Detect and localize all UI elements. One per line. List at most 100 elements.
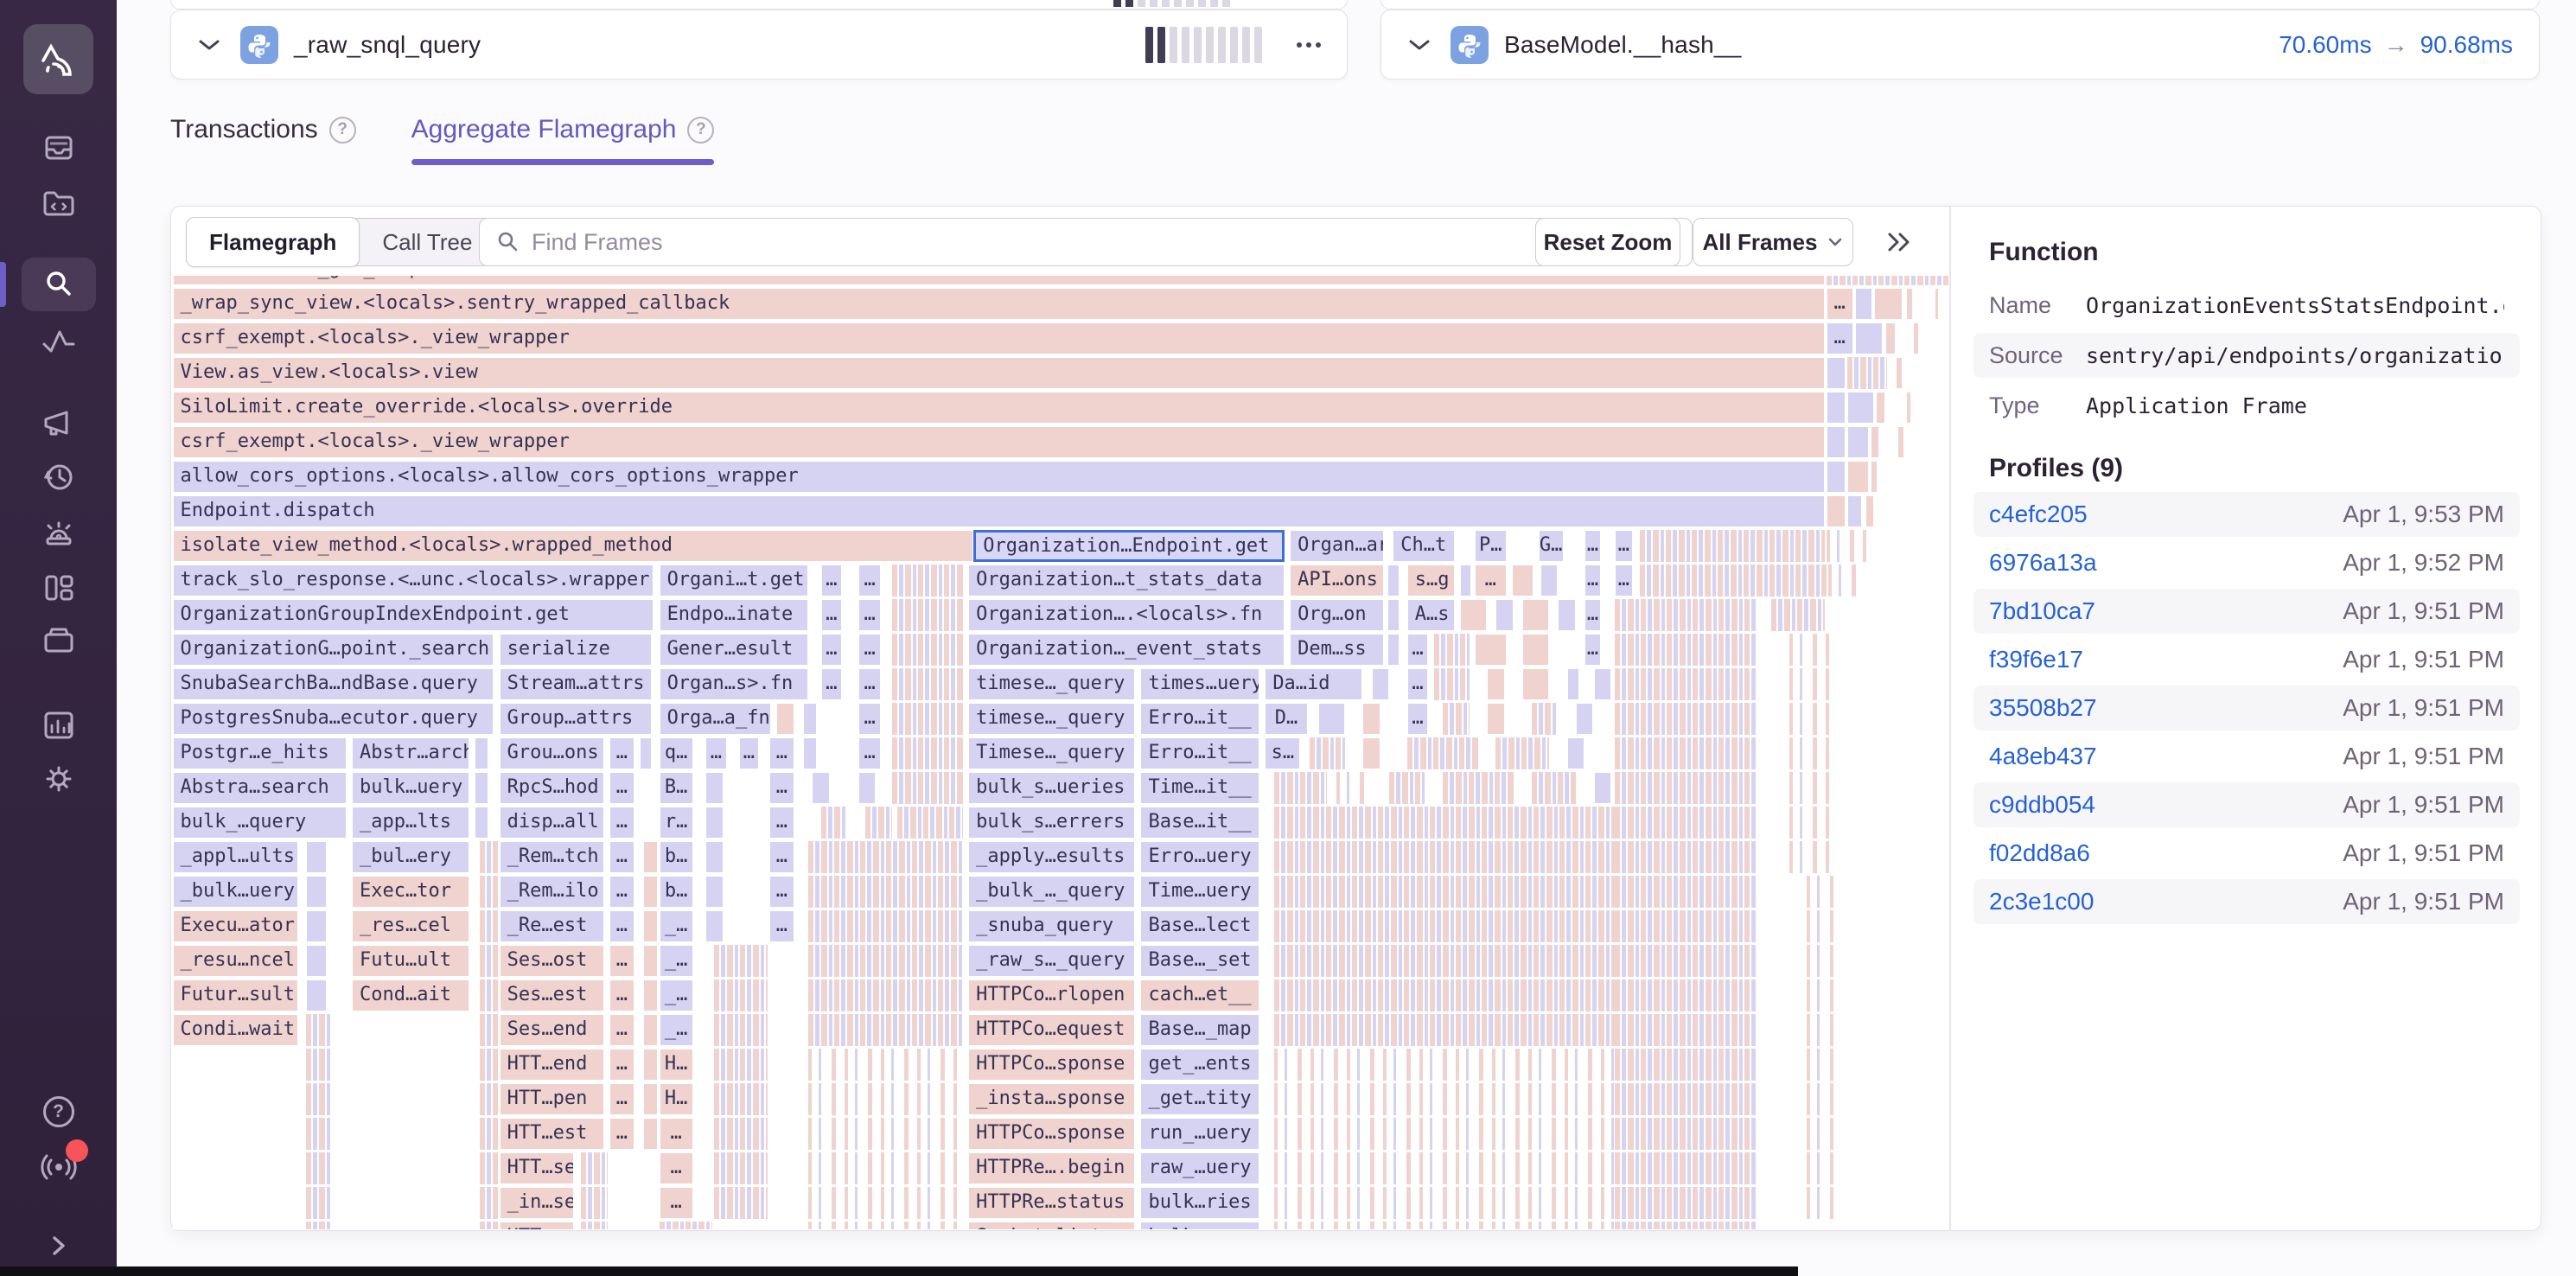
- flamegraph-frame[interactable]: r…: [659, 807, 693, 839]
- flamegraph-sliver[interactable]: [1871, 426, 1880, 458]
- flamegraph-frame[interactable]: _apply…esults: [968, 841, 1136, 873]
- flamegraph-frame[interactable]: s…: [1265, 737, 1301, 769]
- flamegraph-sliver[interactable]: [480, 910, 498, 942]
- flamegraph-sliver[interactable]: [864, 807, 892, 839]
- flamegraph-sliver[interactable]: [1522, 668, 1550, 700]
- flamegraph-frame[interactable]: bulk_s…errers: [968, 807, 1136, 839]
- flamegraph-frame[interactable]: …: [820, 668, 843, 700]
- help-question-icon[interactable]: ?: [328, 116, 356, 144]
- flamegraph-sliver[interactable]: [808, 945, 963, 977]
- flamegraph-sliver[interactable]: [1615, 703, 1757, 735]
- flamegraph-sliver[interactable]: [1789, 737, 1833, 769]
- flamegraph-sliver[interactable]: [1827, 565, 1864, 597]
- flamegraph-frame[interactable]: B…: [659, 772, 693, 804]
- flamegraph-frame[interactable]: Dem…ss: [1290, 634, 1384, 666]
- flamegraph-frame[interactable]: …: [609, 1118, 634, 1150]
- sidebar-item-projects[interactable]: [0, 185, 117, 221]
- profile-id-link[interactable]: f02dd8a6: [1989, 839, 2090, 866]
- duration-after-link[interactable]: 90.68ms: [2420, 30, 2513, 58]
- flamegraph-sliver[interactable]: [1615, 634, 1757, 666]
- flamegraph-sliver[interactable]: [1522, 634, 1550, 666]
- flamegraph-sliver[interactable]: [1807, 1014, 1833, 1046]
- flamegraph-sliver[interactable]: [714, 1049, 768, 1081]
- flamegraph-sliver[interactable]: [643, 979, 658, 1011]
- flamegraph-sliver[interactable]: [474, 807, 489, 839]
- flamegraph-sliver[interactable]: [474, 737, 489, 769]
- flamegraph-frame[interactable]: raw_…uery: [1140, 1152, 1260, 1184]
- flamegraph-sliver[interactable]: [1807, 945, 1833, 977]
- flamegraph-sliver[interactable]: [1884, 322, 1896, 354]
- flamegraph-sliver[interactable]: [1566, 668, 1580, 700]
- flamegraph-sliver[interactable]: [643, 945, 658, 977]
- flamegraph-sliver[interactable]: [808, 1152, 963, 1184]
- flamegraph-sliver[interactable]: [1575, 703, 1594, 735]
- flamegraph-sliver[interactable]: [1913, 322, 1919, 354]
- flamegraph-frame[interactable]: cach…et__: [1140, 979, 1260, 1011]
- flamegraph-sliver[interactable]: [808, 1083, 963, 1115]
- profile-id-link[interactable]: 35508b27: [1989, 694, 2097, 721]
- flamegraph-frame[interactable]: run_…uery: [1140, 1118, 1260, 1150]
- flamegraph-frame[interactable]: disp…all: [499, 807, 604, 839]
- flamegraph-sliver[interactable]: [305, 1118, 333, 1150]
- flamegraph-sliver[interactable]: [1847, 495, 1862, 527]
- flamegraph-frame[interactable]: HTTPCo…rlopen: [968, 979, 1136, 1011]
- flamegraph-frame[interactable]: …: [858, 599, 882, 631]
- flamegraph-sliver[interactable]: [643, 841, 658, 873]
- profile-id-link[interactable]: 4a8eb437: [1989, 743, 2097, 769]
- flamegraph-sliver[interactable]: [1273, 979, 1616, 1011]
- flamegraph-sliver[interactable]: [808, 1187, 963, 1219]
- flamegraph-sliver[interactable]: [480, 1014, 498, 1046]
- flamegraph-sliver[interactable]: [1273, 876, 1616, 908]
- flamegraph-frame[interactable]: Time…uery: [1140, 876, 1260, 908]
- flamegraph-frame[interactable]: HTTPCo…equest: [968, 1014, 1136, 1046]
- flamegraph-sliver[interactable]: [1906, 288, 1914, 320]
- flamegraph-frame[interactable]: _…: [659, 945, 693, 977]
- flamegraph-frame[interactable]: …: [609, 910, 634, 942]
- flamegraph-frame[interactable]: …: [659, 1152, 693, 1184]
- flamegraph-frame[interactable]: …: [609, 979, 634, 1011]
- flamegraph-frame[interactable]: _app…lts: [352, 807, 469, 839]
- flamegraph-sliver[interactable]: [1615, 1222, 1757, 1229]
- flamegraph-frame[interactable]: …: [820, 634, 843, 666]
- flamegraph-frame[interactable]: G…: [1538, 530, 1564, 562]
- flamegraph-sliver[interactable]: [1789, 841, 1833, 873]
- flamegraph-sliver[interactable]: [1273, 910, 1616, 942]
- flamegraph-frame[interactable]: RpcS…hod: [499, 772, 604, 804]
- flamegraph-sliver[interactable]: [891, 634, 963, 666]
- flamegraph-sliver[interactable]: [643, 1118, 658, 1150]
- flamegraph-frame[interactable]: …: [1406, 668, 1429, 700]
- flamegraph-sliver[interactable]: [305, 1083, 333, 1115]
- flamegraph-sliver[interactable]: [1371, 668, 1390, 700]
- flamegraph-sliver[interactable]: [1789, 807, 1833, 839]
- flamegraph-frame[interactable]: …: [1474, 565, 1507, 597]
- flamegraph-frame[interactable]: s…g: [1406, 565, 1456, 597]
- flamegraph-frame[interactable]: bulk_s…ueries: [968, 772, 1136, 804]
- flamegraph-frame[interactable]: _…: [659, 979, 693, 1011]
- flamegraph-sliver[interactable]: [1495, 737, 1550, 769]
- sidebar-item-traces[interactable]: [0, 322, 117, 359]
- flamegraph-sliver[interactable]: [1854, 288, 1873, 320]
- flamegraph-sliver[interactable]: [1336, 772, 1372, 804]
- flamegraph-sliver[interactable]: [808, 876, 963, 908]
- flamegraph-frame[interactable]: Organ…args: [1290, 530, 1384, 562]
- flamegraph-frame[interactable]: Erro…uery: [1140, 841, 1260, 873]
- profile-id-link[interactable]: 2c3e1c00: [1989, 888, 2095, 915]
- flamegraph-frame[interactable]: …: [768, 737, 794, 769]
- flamegraph-frame[interactable]: _snuba_query: [968, 910, 1136, 942]
- flamegraph-frame[interactable]: Exec…tor: [352, 876, 469, 908]
- flamegraph-sliver[interactable]: [1362, 737, 1380, 769]
- flamegraph-frame[interactable]: b…: [659, 841, 693, 873]
- flamegraph-sliver[interactable]: [705, 876, 724, 908]
- flamegraph-frame[interactable]: Da…id: [1265, 668, 1363, 700]
- flamegraph-frame[interactable]: …: [609, 1014, 634, 1046]
- flamegraph-sliver[interactable]: [1789, 634, 1833, 666]
- flamegraph-sliver[interactable]: [1273, 807, 1616, 839]
- flamegraph-sliver[interactable]: [1531, 772, 1576, 804]
- sidebar-item-releases[interactable]: [0, 622, 117, 658]
- flamegraph-sliver[interactable]: [1826, 276, 1949, 285]
- sidebar-item-settings[interactable]: [0, 761, 117, 797]
- flamegraph-sliver[interactable]: [1789, 703, 1833, 735]
- flamegraph-sliver[interactable]: [1615, 1049, 1757, 1081]
- flamegraph-sliver[interactable]: [1615, 1014, 1757, 1046]
- flamegraph-sliver[interactable]: [1615, 1083, 1757, 1115]
